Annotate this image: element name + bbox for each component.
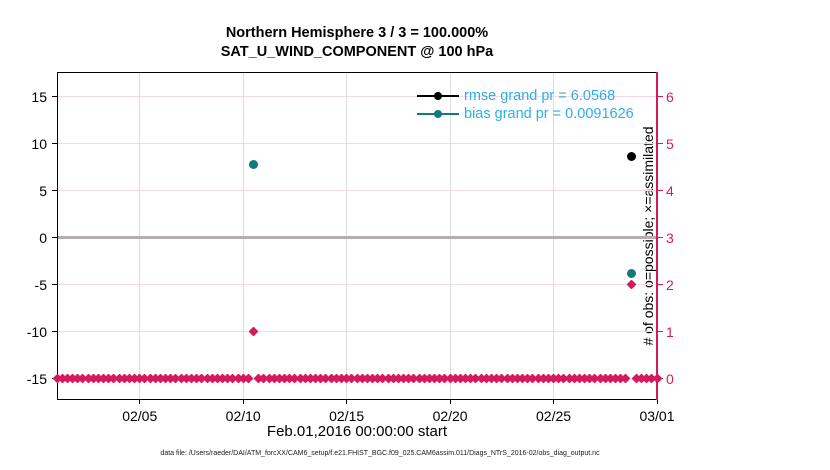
axis-spine-right <box>656 72 658 400</box>
x-tick <box>139 400 141 404</box>
axis-spine-left <box>57 72 58 400</box>
obs-count-marker <box>621 373 631 384</box>
x-tick-label: 02/05 <box>122 408 158 424</box>
x-tick-label: 02/10 <box>225 408 261 424</box>
y-left-tick-label: 5 <box>39 182 47 199</box>
x-tick <box>656 400 658 404</box>
legend-label-rmse: rmse grand pr = 6.0568 <box>464 88 616 104</box>
y-right-tick-label: 3 <box>666 229 674 246</box>
bias-marker <box>626 268 636 278</box>
bias-marker-icon <box>434 110 442 118</box>
y-right-tick-label: 1 <box>666 323 674 340</box>
legend-item-bias: bias grand pr = 0.0091626 <box>417 105 634 123</box>
chart-title-line-2: SAT_U_WIND_COMPONENT @ 100 hPa <box>220 44 494 60</box>
y-left-tick <box>52 284 57 285</box>
y-right-tick <box>658 237 663 238</box>
y-left-tick-label: 0 <box>39 229 47 246</box>
h-gridline <box>57 143 657 144</box>
rmse-marker <box>626 152 636 162</box>
x-tick <box>242 400 244 404</box>
y-right-tick <box>658 190 663 191</box>
h-gridline <box>57 96 657 97</box>
legend-item-rmse: rmse grand pr = 6.0568 <box>417 87 634 105</box>
x-tick-label: 02/15 <box>329 408 365 424</box>
chart-title: Northern Hemisphere 3 / 3 = 100.000% SAT… <box>57 24 657 62</box>
y-right-tick <box>658 96 663 97</box>
axis-spine-top <box>57 72 657 73</box>
obs-count-marker <box>248 326 259 337</box>
y-left-tick-label: -15 <box>26 370 47 387</box>
h-gridline <box>57 284 657 285</box>
y-right-tick-label: 0 <box>666 370 674 387</box>
y-right-tick <box>658 331 663 332</box>
x-tick-label: 03/01 <box>639 408 675 424</box>
y-left-tick-label: -5 <box>34 276 47 293</box>
legend-label-bias: bias grand pr = 0.0091626 <box>464 106 634 122</box>
rmse-line-sample <box>417 92 459 100</box>
data-file-path: data file: /Users/raeder/DAI/ATM_forcXX/… <box>160 450 600 457</box>
y-left-tick-label: 15 <box>31 88 47 105</box>
x-tick <box>346 400 348 404</box>
zero-line <box>57 236 657 239</box>
bias-line-sample <box>417 110 459 118</box>
y-left-tick <box>52 143 57 144</box>
x-tick <box>449 400 451 404</box>
y-right-tick-label: 4 <box>666 182 674 199</box>
chart-title-line-1: Northern Hemisphere 3 / 3 = 100.000% <box>225 25 489 41</box>
y-left-tick-label: 10 <box>31 135 47 152</box>
y-right-tick-label: 2 <box>666 276 674 293</box>
y-right-tick-label: 5 <box>666 135 674 152</box>
x-tick <box>553 400 555 404</box>
y-left-tick <box>52 331 57 332</box>
y-left-tick <box>52 96 57 97</box>
x-tick-label: 02/25 <box>536 408 572 424</box>
y-right-tick <box>658 143 663 144</box>
y-left-tick <box>52 237 57 238</box>
h-gridline <box>57 190 657 191</box>
y-left-tick <box>52 190 57 191</box>
rmse-marker-icon <box>434 92 442 100</box>
axis-spine-bottom <box>57 399 657 400</box>
y-right-tick <box>658 284 663 285</box>
x-axis-label: Feb.01,2016 00:00:00 start <box>266 423 448 440</box>
h-gridline <box>57 331 657 332</box>
obs-count-marker <box>626 279 637 290</box>
y-left-tick-label: -10 <box>26 323 47 340</box>
plot-area: rmse grand pr = 6.0568 bias grand pr = 0… <box>27 72 675 424</box>
legend: rmse grand pr = 6.0568 bias grand pr = 0… <box>417 87 634 123</box>
bias-marker <box>249 159 259 169</box>
y-right-tick-label: 6 <box>666 88 674 105</box>
x-tick-label: 02/20 <box>432 408 468 424</box>
